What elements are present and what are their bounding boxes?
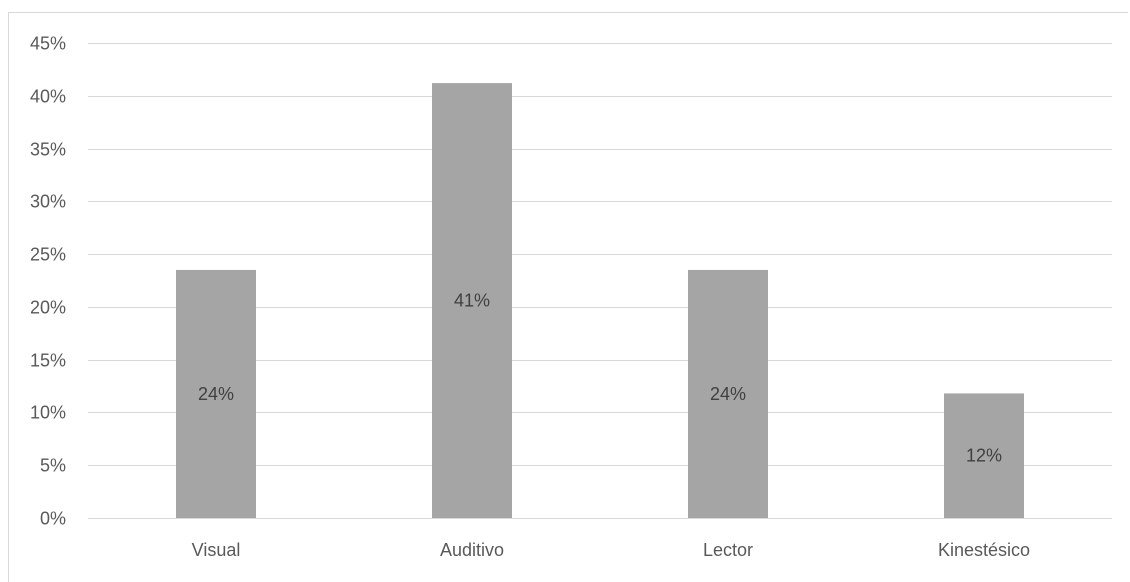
y-tick-label: 15% (30, 351, 66, 371)
y-tick-label: 35% (30, 140, 66, 160)
y-tick-label: 30% (30, 192, 66, 212)
bar (688, 269, 768, 518)
y-tick-label: 45% (30, 34, 66, 54)
y-axis-ticks: 0% 5% 10% 15% 20% 25% 30% 35% 40% 45% (30, 34, 66, 529)
data-label: 12% (966, 446, 1002, 466)
y-tick-label: 40% (30, 87, 66, 107)
bar (432, 83, 512, 518)
data-label: 41% (454, 291, 490, 311)
bar (176, 269, 256, 518)
chart-frame (8, 12, 1128, 582)
y-tick-label: 25% (30, 245, 66, 265)
x-tick-label: Lector (703, 540, 753, 560)
x-tick-label: Kinestésico (938, 540, 1030, 560)
gridlines (88, 43, 1112, 519)
y-tick-label: 5% (40, 456, 66, 476)
bars (176, 83, 1024, 518)
data-label: 24% (710, 384, 746, 404)
y-tick-label: 0% (40, 509, 66, 529)
bar (944, 393, 1024, 518)
data-label: 24% (198, 384, 234, 404)
data-labels: 24% 41% 24% 12% (198, 291, 1002, 466)
x-tick-label: Auditivo (440, 540, 504, 560)
y-tick-label: 20% (30, 298, 66, 318)
x-axis-ticks: Visual Auditivo Lector Kinestésico (192, 540, 1030, 560)
y-tick-label: 10% (30, 403, 66, 423)
x-tick-label: Visual (192, 540, 241, 560)
